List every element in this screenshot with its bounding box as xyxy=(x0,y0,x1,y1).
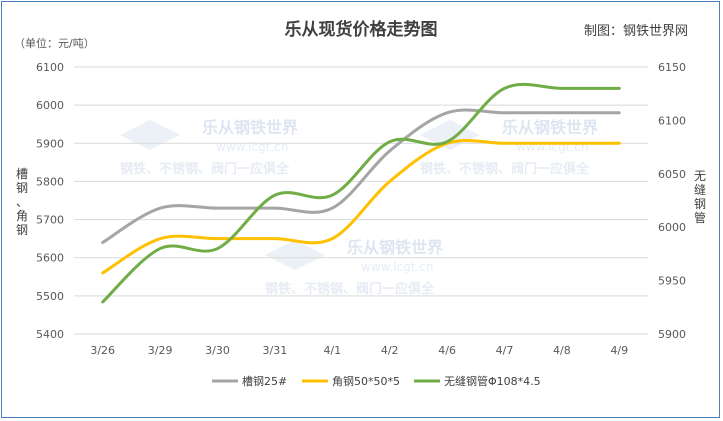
x-tick-label: 4/6 xyxy=(438,344,456,357)
watermark: 乐从钢铁世界 www.lcgt.cn 钢铁、不锈钢、阀门一应俱全 乐从钢铁世界 … xyxy=(120,118,598,297)
x-tick-label: 3/30 xyxy=(205,344,230,357)
unit-label: （单位：元/吨） xyxy=(14,36,95,50)
watermark-slogan: 钢铁、不锈钢、阀门一应俱全 xyxy=(265,281,435,297)
watermark-brand: 乐从钢铁世界 xyxy=(347,238,443,257)
legend-label-0: 槽钢25# xyxy=(242,375,287,388)
x-tick-label: 4/7 xyxy=(496,344,514,357)
watermark-url: www.lcgt.cn xyxy=(361,260,433,274)
legend-label-1: 角钢50*50*5 xyxy=(332,375,400,388)
watermark-brand: 乐从钢铁世界 xyxy=(502,118,598,137)
x-tick-label: 3/29 xyxy=(148,344,173,357)
chart-title: 乐从现货价格走势图 xyxy=(285,19,438,40)
x-tick-label: 4/9 xyxy=(610,344,628,357)
watermark-slogan: 钢铁、不锈钢、阀门一应俱全 xyxy=(120,161,290,177)
right-tick-label: 5900 xyxy=(658,328,686,341)
series-line-0 xyxy=(101,108,621,244)
watermark-url: www.lcgt.cn xyxy=(216,140,288,154)
right-tick-label: 6050 xyxy=(658,168,686,181)
x-tick-label: 4/8 xyxy=(553,344,571,357)
legend-label-2: 无缝钢管Φ108*4.5 xyxy=(444,374,541,388)
x-tick-label: 4/2 xyxy=(381,344,399,357)
series-lines xyxy=(101,82,621,304)
source-note: 制图：钢铁世界网 xyxy=(584,24,688,39)
left-tick-label: 5800 xyxy=(36,175,64,188)
series-line-1 xyxy=(101,138,621,275)
watermark-logo-icon xyxy=(120,120,180,150)
watermark-logo-icon xyxy=(265,240,325,270)
x-tick-label: 3/26 xyxy=(90,344,115,357)
x-tick-label: 3/31 xyxy=(263,344,288,357)
left-tick-label: 6100 xyxy=(36,61,64,74)
watermark-logo-icon xyxy=(420,120,480,150)
right-tick-label: 6100 xyxy=(658,114,686,127)
left-tick-label: 5700 xyxy=(36,214,64,227)
x-axis: 3/26 3/29 3/30 3/31 4/1 4/2 4/6 4/7 4/8 4/9 xyxy=(90,344,628,357)
right-tick-label: 6000 xyxy=(658,221,686,234)
series-line-2 xyxy=(101,82,621,304)
left-tick-label: 6000 xyxy=(36,99,64,112)
left-tick-label: 5900 xyxy=(36,137,64,150)
left-tick-label: 5500 xyxy=(36,290,64,303)
x-tick-label: 4/1 xyxy=(323,344,341,357)
right-tick-label: 6150 xyxy=(658,61,686,74)
right-axis-label: 无缝钢管 xyxy=(694,169,706,225)
right-axis: 5900 5950 6000 6050 6100 6150 xyxy=(658,61,686,341)
watermark-brand: 乐从钢铁世界 xyxy=(202,118,298,137)
right-tick-label: 5950 xyxy=(658,275,686,288)
watermark-slogan: 钢铁、不锈钢、阀门一应俱全 xyxy=(420,161,590,177)
left-axis: 5400 5500 5600 5700 5800 5900 6000 6100 xyxy=(36,61,64,341)
left-tick-label: 5400 xyxy=(36,328,64,341)
left-axis-label: 槽钢、角钢 xyxy=(16,167,28,237)
left-tick-label: 5600 xyxy=(36,252,64,265)
legend: 槽钢25# 角钢50*50*5 无缝钢管Φ108*4.5 xyxy=(212,374,541,388)
